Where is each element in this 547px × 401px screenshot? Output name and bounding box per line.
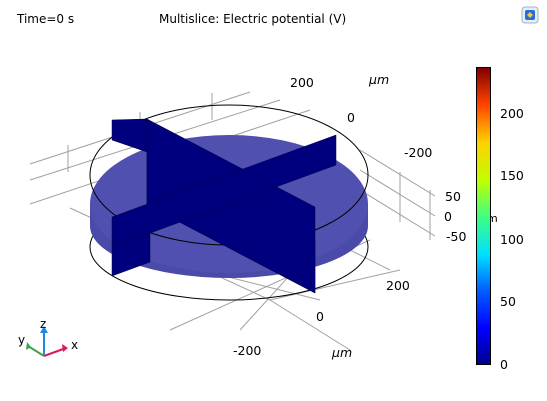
x-unit: μm [331, 345, 352, 360]
triad-z-label: z [40, 317, 46, 331]
x-tick-minus200: -200 [233, 343, 261, 358]
y-tick-0: 0 [347, 110, 355, 125]
colorbar-tick-50: 50 [500, 294, 516, 309]
z-tick-50: 50 [445, 189, 461, 204]
plot-title: Multislice: Electric potential (V) [159, 12, 347, 26]
triad-x-label: x [71, 338, 78, 352]
x-tick-200: 200 [386, 278, 410, 293]
colorbar [476, 67, 491, 365]
z-tick-minus50: -50 [446, 229, 466, 244]
y-tick-minus200: -200 [404, 145, 432, 160]
colorbar-tick-200: 200 [500, 106, 524, 121]
orientation-triad: z x y [18, 317, 78, 357]
colorbar-tick-100: 100 [500, 232, 524, 247]
multislice-planes [111, 118, 337, 294]
z-tick-0: 0 [444, 209, 452, 224]
zoom-extents-icon [521, 6, 539, 24]
axis-labels: 200 0 -200 μm 50 0 -50 m 200 0 -200 μm [233, 72, 498, 360]
colorbar-tick-0: 0 [500, 357, 508, 372]
y-tick-200: 200 [290, 75, 314, 90]
z-unit: m [487, 212, 498, 225]
time-label: Time=0 s [17, 12, 75, 26]
y-unit: μm [368, 72, 389, 87]
zoom-extents-button[interactable] [521, 6, 539, 24]
x-tick-0: 0 [316, 309, 324, 324]
colorbar-tick-150: 150 [500, 168, 524, 183]
triad-y-label: y [18, 333, 25, 347]
